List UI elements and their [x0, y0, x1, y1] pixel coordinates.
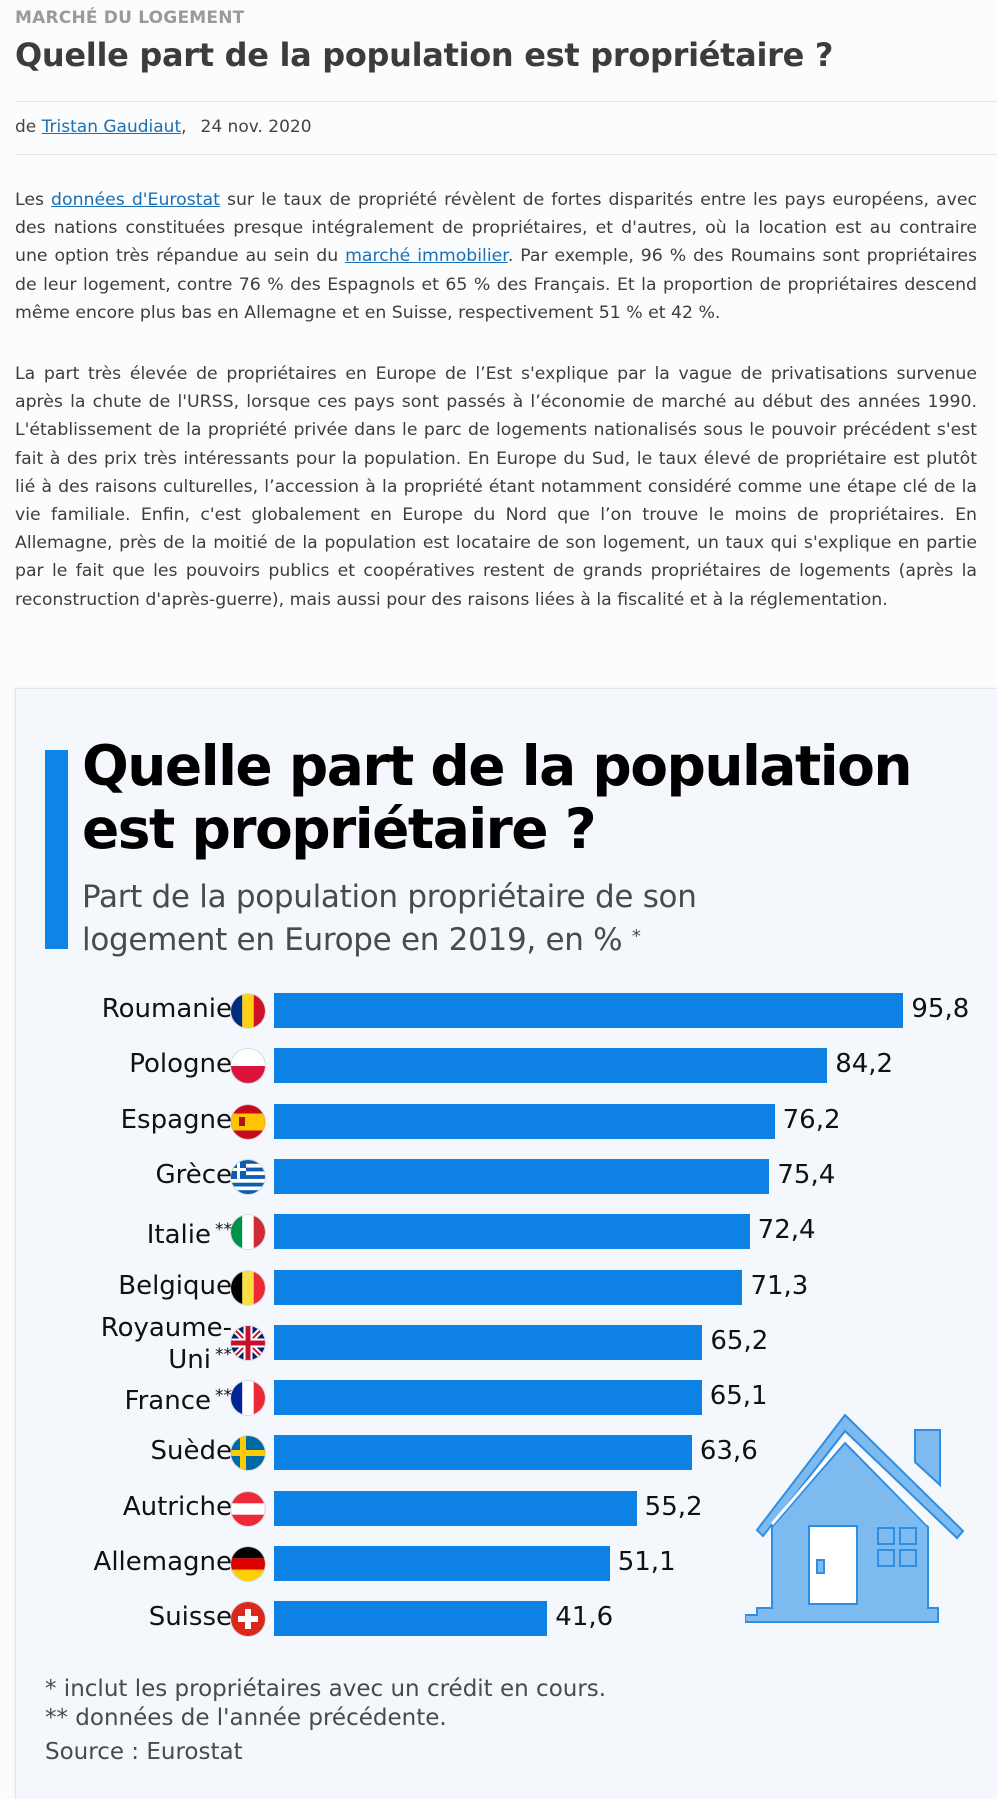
byline-comma: ,	[181, 117, 187, 137]
article-title: Quelle part de la population est proprié…	[15, 36, 834, 74]
category-label-line: Autriche	[122, 1491, 232, 1522]
chart-title-line: est propriétaire ?	[82, 797, 597, 861]
category-label: France **	[125, 1383, 232, 1415]
paragraph-1: Les données d'Eurostat sur le taux de pr…	[15, 186, 977, 327]
value-label: 84,2	[835, 1049, 894, 1080]
bar	[274, 1158, 770, 1194]
value-label: 95,8	[911, 994, 970, 1024]
value-label: 51,1	[617, 1547, 676, 1577]
footnote-mark: **	[215, 1344, 232, 1365]
france-flag-icon	[231, 1381, 265, 1416]
category-label: Suisse	[149, 1604, 232, 1631]
author-link[interactable]: Tristan Gaudiaut	[41, 117, 182, 137]
footnote-mark: **	[215, 1220, 232, 1241]
chart-subtitle-line: Part de la population propriétaire de so…	[82, 879, 697, 915]
category-label-line: Uni **	[168, 1344, 232, 1375]
footnote-2: ** données de l'année précédente.	[45, 1705, 447, 1731]
category-label: Autriche	[122, 1491, 232, 1522]
category-label-line: Pologne	[129, 1049, 232, 1080]
paragraph-2: La part très élevée de propriétaires en …	[15, 364, 977, 610]
category-label: Grèce	[155, 1159, 232, 1190]
footnote-mark: **	[215, 1386, 232, 1407]
chart-title-line: Quelle part de la population	[82, 734, 913, 798]
category-label: Pologne	[129, 1051, 232, 1078]
eurostat-link[interactable]: données d'Eurostat	[51, 190, 220, 210]
chart-subtitle-line: logement en Europe en 2019, en %	[82, 922, 623, 958]
footnote-1: * inclut les propriétaires avec un crédi…	[45, 1676, 607, 1702]
chart-source: Source : Eurostat	[45, 1739, 243, 1765]
house-icon	[745, 1413, 965, 1623]
chart-subtitle: Part de la population propriétaire de so…	[82, 877, 697, 960]
category-label: Royaume- Uni **	[100, 1312, 232, 1375]
category-label-line: Royaume-	[100, 1312, 232, 1343]
value-label: 72,4	[757, 1215, 816, 1246]
value-label: 71,3	[750, 1270, 809, 1301]
category-label-line: Roumanie	[101, 994, 232, 1024]
text: sur le taux de propriété révèlent de for…	[15, 190, 978, 267]
bar	[274, 1601, 548, 1637]
value-label: 76,2	[782, 1104, 841, 1135]
spain-flag-icon	[231, 1104, 265, 1139]
belgium-flag-icon	[231, 1270, 265, 1305]
bar	[274, 1546, 610, 1581]
chart-accent-bar	[45, 750, 68, 949]
chart-title: Quelle part de la population est proprié…	[82, 734, 913, 861]
romania-flag-icon	[231, 994, 265, 1028]
divider	[15, 154, 997, 155]
category-label-line: Espagne	[120, 1104, 232, 1135]
bar	[274, 1380, 702, 1416]
uk-flag-icon	[231, 1325, 265, 1360]
text: . Par exemple, 96 % des Roumains sont pr…	[15, 246, 977, 323]
value-label: 65,1	[709, 1381, 768, 1412]
value-label: 75,4	[777, 1159, 836, 1190]
byline: de Tristan Gaudiaut, 24 nov. 2020	[15, 117, 312, 137]
value-label: 65,2	[710, 1325, 769, 1356]
austria-flag-icon	[231, 1491, 265, 1526]
category-label-line: France **	[124, 1386, 232, 1417]
category-label: Roumanie	[102, 996, 232, 1023]
category-label: Allemagne	[94, 1549, 232, 1576]
sweden-flag-icon	[231, 1436, 265, 1471]
category-label-line: Grèce	[155, 1159, 232, 1190]
bar	[274, 1490, 637, 1526]
category-label-line: Belgique	[118, 1270, 232, 1301]
bar	[274, 993, 904, 1028]
category-label: Belgique	[118, 1270, 232, 1301]
poland-flag-icon	[231, 1049, 265, 1084]
value-label: 41,6	[555, 1602, 614, 1633]
article-kicker: MARCHÉ DU LOGEMENT	[15, 8, 245, 28]
text: Les	[15, 190, 52, 210]
value-label: 55,2	[644, 1491, 703, 1522]
bar	[274, 1435, 692, 1471]
greece-flag-icon	[231, 1159, 265, 1194]
value-label: 63,6	[699, 1436, 758, 1467]
category-label: Suède	[151, 1438, 232, 1465]
bar	[274, 1214, 750, 1250]
category-label-line: Italie **	[146, 1220, 232, 1251]
real-estate-link[interactable]: marché immobilier	[345, 246, 508, 267]
italy-flag-icon	[231, 1215, 265, 1250]
bar	[274, 1324, 703, 1360]
divider	[15, 101, 997, 102]
bar	[274, 1048, 828, 1084]
category-label: Espagne	[120, 1104, 232, 1135]
bar	[274, 1103, 775, 1139]
publish-date: 24 nov. 2020	[200, 117, 312, 137]
category-label: Italie **	[147, 1217, 232, 1249]
germany-flag-icon	[231, 1547, 265, 1581]
bar	[274, 1269, 743, 1305]
category-label-line: Suède	[150, 1436, 232, 1467]
category-label-line: Suisse	[148, 1602, 232, 1633]
byline-prefix: de	[15, 117, 42, 137]
category-label-line: Allemagne	[93, 1547, 232, 1577]
switzerland-flag-icon	[231, 1602, 265, 1637]
footnote-mark: *	[631, 926, 641, 947]
